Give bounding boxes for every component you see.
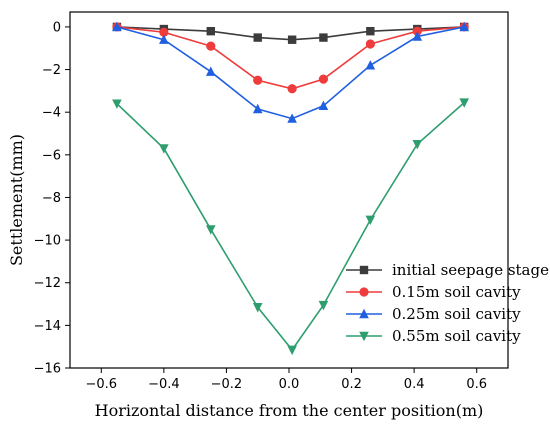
- data-point: [287, 84, 297, 94]
- legend: initial seepage stage 0.15m soil cavity 0.…: [346, 261, 549, 345]
- data-point: [253, 33, 262, 42]
- x-tick-label: 0.4: [404, 377, 425, 392]
- y-tick-label: −10: [34, 234, 61, 249]
- data-point: [319, 33, 328, 42]
- x-tick-label: −0.2: [211, 377, 243, 392]
- data-point: [365, 39, 375, 49]
- y-tick-label: −16: [34, 362, 61, 377]
- data-point: [112, 21, 122, 32]
- data-point: [252, 303, 263, 313]
- x-axis-ticks: −0.6 −0.4 −0.2 0.0 0.2 0.4 0.6: [85, 368, 487, 392]
- data-point: [205, 66, 216, 76]
- y-tick-label: −4: [42, 106, 61, 121]
- data-point: [159, 144, 169, 154]
- legend-item: 0.55m soil cavity: [346, 327, 521, 345]
- y-tick-label: −8: [42, 191, 61, 206]
- y-tick-label: −14: [34, 319, 61, 334]
- series-4: [112, 98, 469, 356]
- series-3: [112, 21, 469, 123]
- data-point: [287, 113, 297, 123]
- data-point: [318, 74, 329, 84]
- data-point: [366, 26, 375, 36]
- data-point: [287, 345, 297, 356]
- y-tick-label: −2: [42, 63, 61, 78]
- y-axis-title: Settlement(mm): [7, 134, 26, 266]
- data-point: [412, 26, 422, 36]
- series-layer: [112, 21, 469, 356]
- y-tick-label: −12: [34, 276, 61, 291]
- data-point: [252, 103, 263, 114]
- data-point: [459, 21, 469, 32]
- x-tick-label: 0.0: [279, 377, 300, 392]
- data-point: [287, 35, 297, 44]
- data-point: [206, 41, 216, 51]
- x-tick-label: −0.4: [148, 377, 180, 392]
- x-tick-label: −0.6: [85, 377, 117, 392]
- data-point: [365, 60, 376, 70]
- data-point: [205, 225, 216, 235]
- data-point: [459, 98, 469, 108]
- legend-marker: [359, 331, 369, 342]
- y-tick-label: 0: [53, 20, 61, 35]
- legend-marker: [359, 287, 369, 297]
- legend-marker: [359, 308, 369, 319]
- data-point: [159, 34, 169, 44]
- data-point: [318, 100, 329, 110]
- data-point: [318, 300, 329, 311]
- data-point: [412, 139, 423, 150]
- y-tick-label: −6: [42, 148, 61, 163]
- data-point: [412, 31, 423, 41]
- legend-item: 0.25m soil cavity: [346, 305, 521, 323]
- x-axis-title: Horizontal distance from the center posi…: [95, 401, 484, 420]
- legend-item: initial seepage stage: [346, 261, 549, 279]
- y-axis-ticks: 0 −2 −4 −6 −8 −10 −12 −14 −16: [34, 20, 70, 377]
- data-point: [112, 99, 122, 109]
- data-point: [365, 215, 376, 226]
- x-tick-label: 0.2: [341, 377, 362, 392]
- legend-label: 0.55m soil cavity: [392, 327, 521, 345]
- data-point: [206, 26, 215, 36]
- legend-label: initial seepage stage: [392, 261, 549, 279]
- legend-item: 0.15m soil cavity: [346, 283, 521, 301]
- legend-label: 0.25m soil cavity: [392, 305, 521, 323]
- legend-marker: [359, 265, 369, 275]
- legend-label: 0.15m soil cavity: [392, 283, 521, 301]
- data-point: [253, 75, 263, 85]
- x-tick-label: 0.6: [466, 377, 487, 392]
- data-point: [159, 27, 169, 37]
- series-2: [112, 22, 469, 94]
